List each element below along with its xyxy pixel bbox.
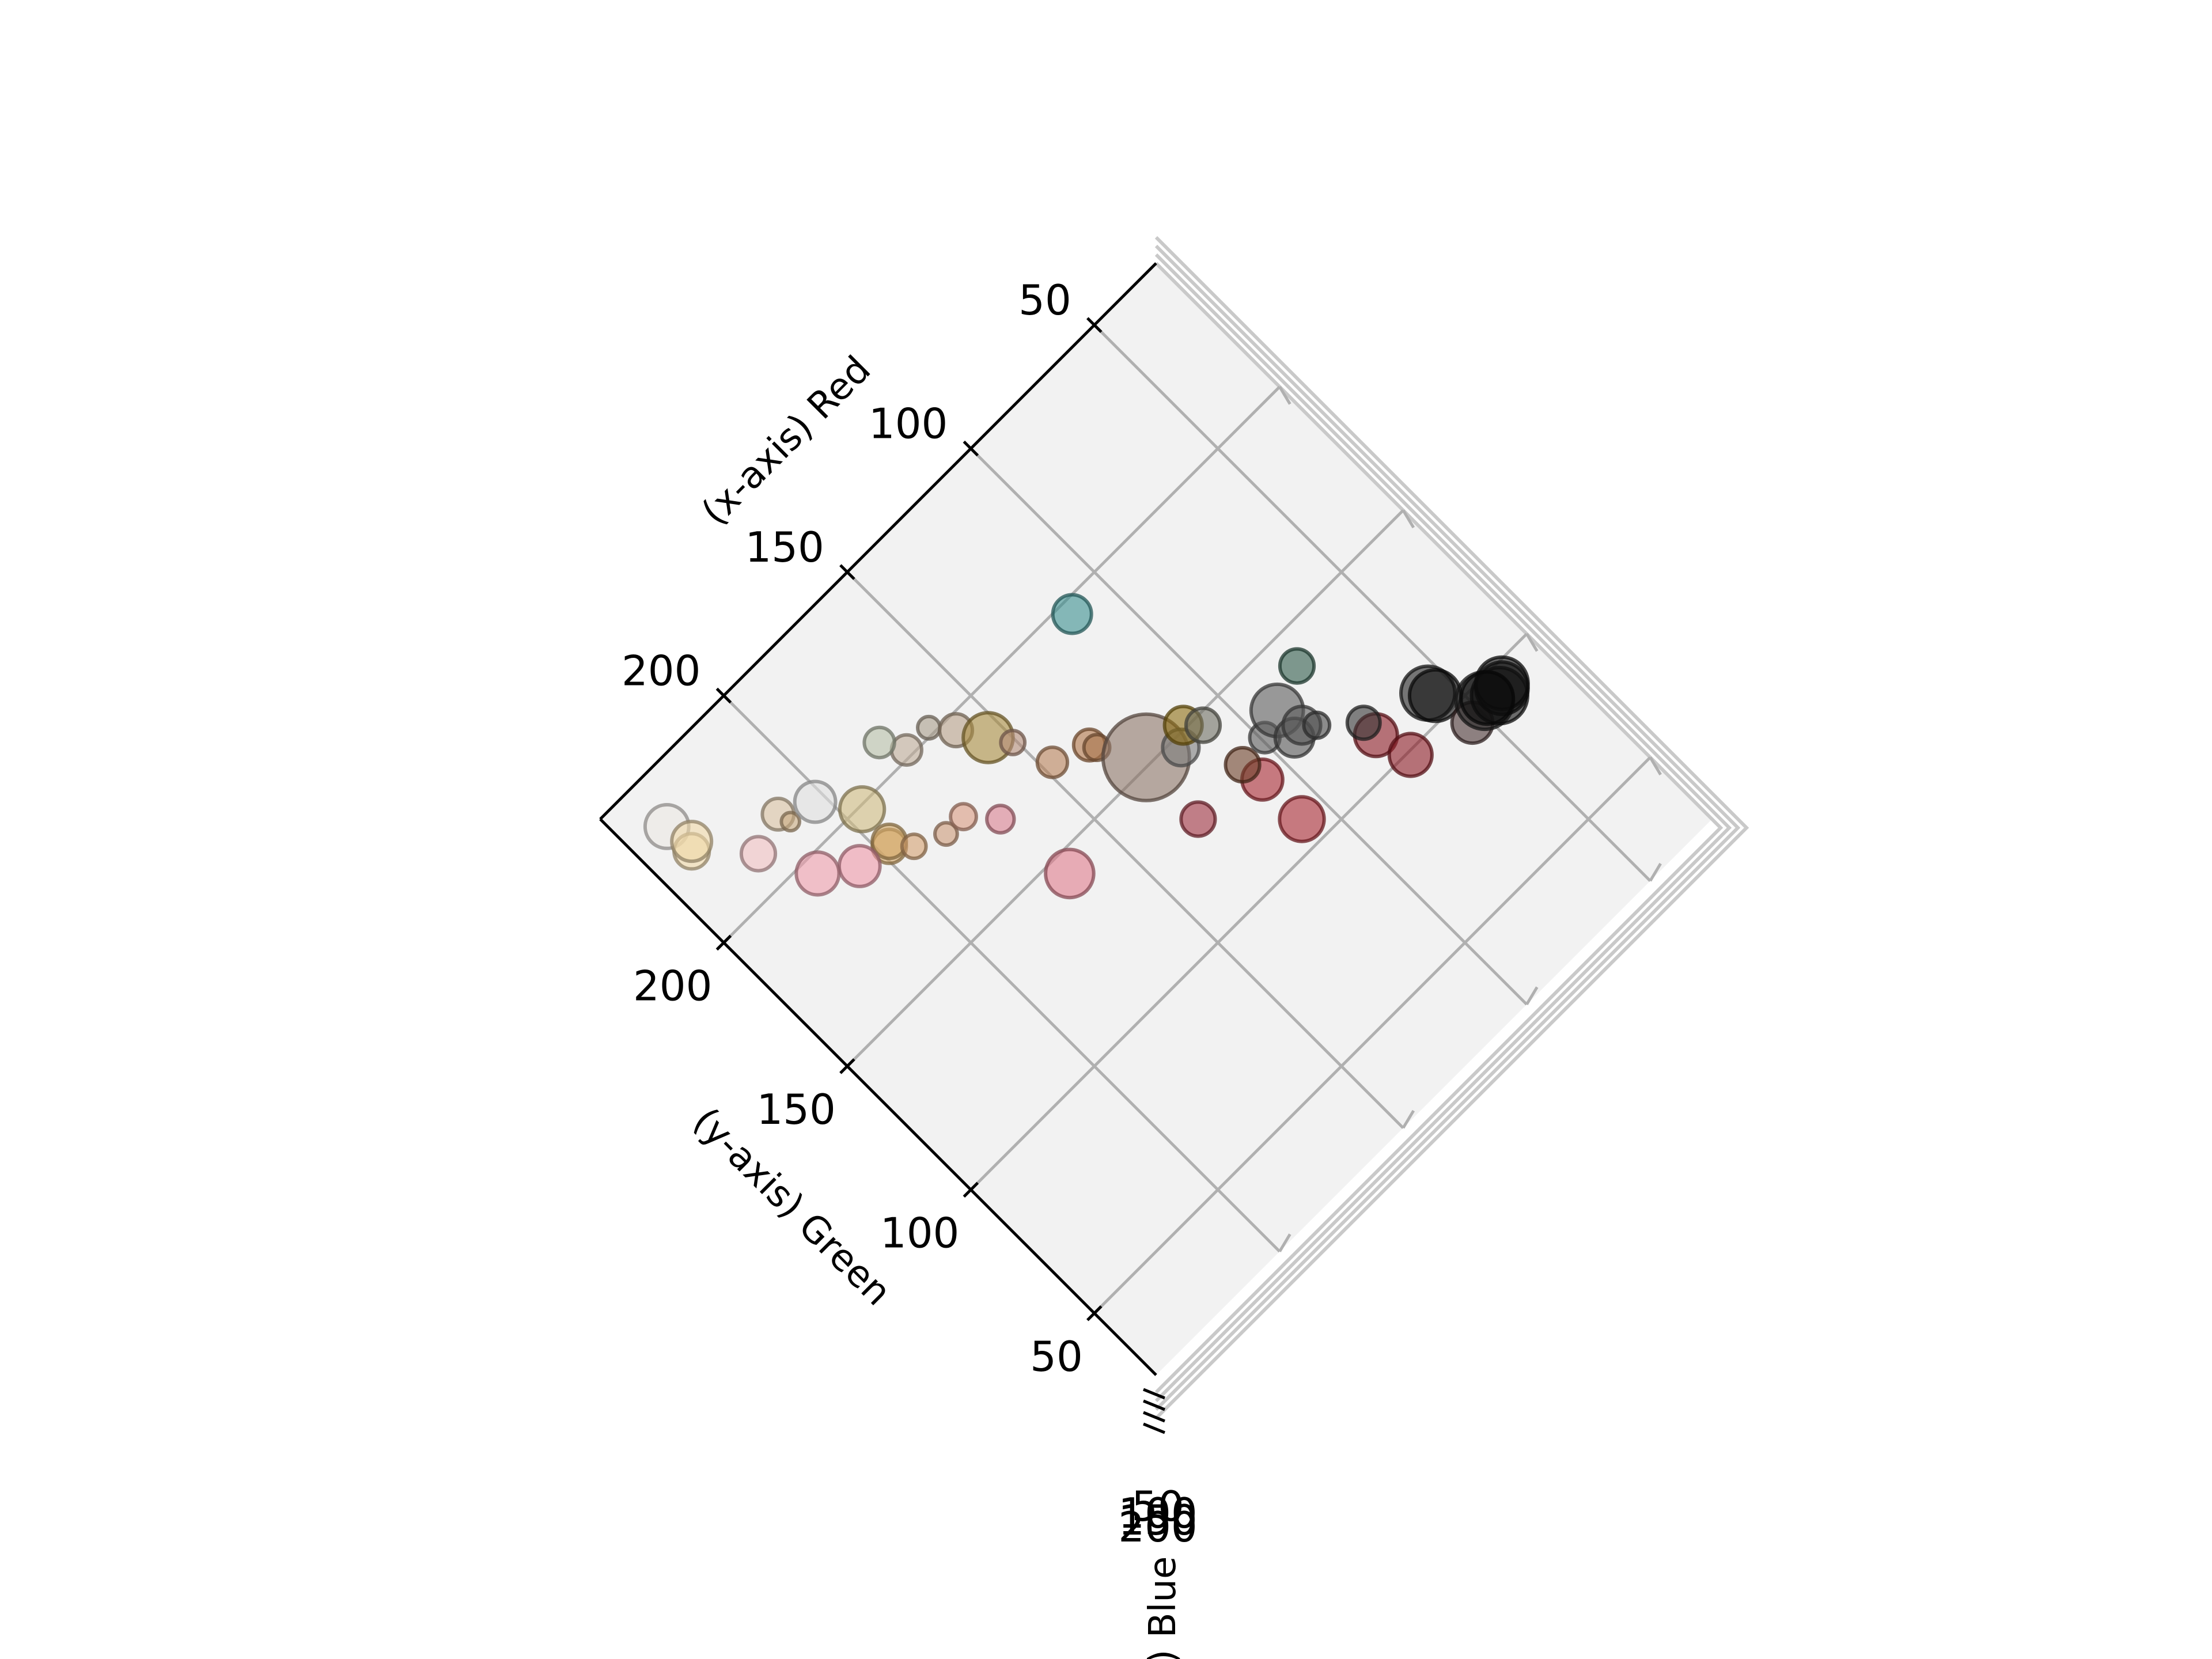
data-point (889, 733, 924, 767)
data-point (999, 729, 1027, 756)
y-tick-label: 50 (1030, 1332, 1083, 1381)
x-gridline (1093, 324, 1652, 882)
y-tick-mark (715, 934, 732, 951)
x-tick-mark (839, 564, 855, 580)
z-tick-label: 150 (1118, 1496, 1197, 1544)
y-tick-labels: 50 100 150 200 (633, 961, 1083, 1380)
x-tick-mark (715, 687, 732, 704)
data-point (739, 835, 778, 873)
data-point (1387, 732, 1434, 778)
y-tick-label: 150 (756, 1085, 835, 1134)
data-point (1184, 706, 1222, 744)
y-grid-stub (1649, 756, 1662, 776)
z-axis-label: (z-axis) Blue (1142, 1556, 1184, 1659)
x-axis-label: (x-axis) Red (694, 348, 879, 533)
data-point (1345, 704, 1382, 741)
data-point (949, 802, 978, 832)
data-point (1459, 670, 1516, 726)
y-gridline (1093, 756, 1652, 1315)
y-tick-mark (839, 1058, 855, 1074)
data-point (1179, 800, 1217, 838)
data-point (985, 804, 1016, 835)
data-point (1051, 593, 1093, 635)
data-point (794, 850, 841, 897)
y-tick-label: 100 (880, 1209, 959, 1257)
x-gridline (846, 571, 1404, 1129)
x-grid-stub (1525, 986, 1539, 1005)
data-point (779, 810, 801, 833)
z-tick-label: 50 (1131, 1482, 1184, 1531)
x-grid-stub (1278, 1233, 1291, 1252)
y-tick-mark (1086, 1305, 1103, 1321)
y-axis-line (599, 818, 1157, 1376)
x-tick-label: 200 (622, 647, 700, 695)
y-grid-stub (1402, 509, 1415, 529)
x-tick-mark (963, 440, 979, 457)
x-tick-label: 150 (745, 523, 824, 571)
data-point (900, 832, 928, 861)
y-grid-stub (1278, 386, 1291, 405)
x-tick-label: 50 (1018, 276, 1071, 324)
z-tick-label: 200 (1118, 1503, 1197, 1551)
data-point (933, 821, 959, 847)
x-gridline (969, 447, 1528, 1006)
y-gridline (722, 385, 1281, 944)
x-axis-line (599, 262, 1157, 820)
data-point (793, 779, 838, 824)
y-gridline (969, 632, 1528, 1191)
x-grid-stub (1649, 862, 1662, 882)
data-point (838, 785, 887, 834)
data-point (1044, 847, 1096, 900)
z-pane-edges (1154, 236, 1749, 1420)
data-point (916, 714, 942, 741)
data-point (1278, 795, 1326, 843)
z-tick-stubs (1278, 386, 1662, 1252)
data-points (643, 593, 1530, 900)
y-tick-mark (963, 1181, 979, 1198)
x-tick-mark (1086, 317, 1103, 333)
x-axis-ticks (715, 317, 1103, 704)
data-point (1224, 746, 1262, 784)
z-tick-label: 100 (1118, 1489, 1197, 1537)
x-tick-label: 100 (869, 400, 948, 448)
x-tick-labels: 50 100 150 200 (622, 276, 1071, 695)
y-grid-stub (1525, 633, 1539, 652)
data-point (1278, 647, 1316, 685)
y-axis-ticks (715, 934, 1103, 1321)
y-tick-label: 200 (633, 961, 712, 1010)
data-point (862, 725, 896, 760)
data-point (1035, 745, 1070, 779)
data-point (670, 820, 714, 863)
x-grid-stub (1402, 1109, 1415, 1129)
data-point (837, 844, 882, 888)
z-axis-ticks (1143, 1388, 1165, 1434)
data-point (1302, 710, 1332, 740)
